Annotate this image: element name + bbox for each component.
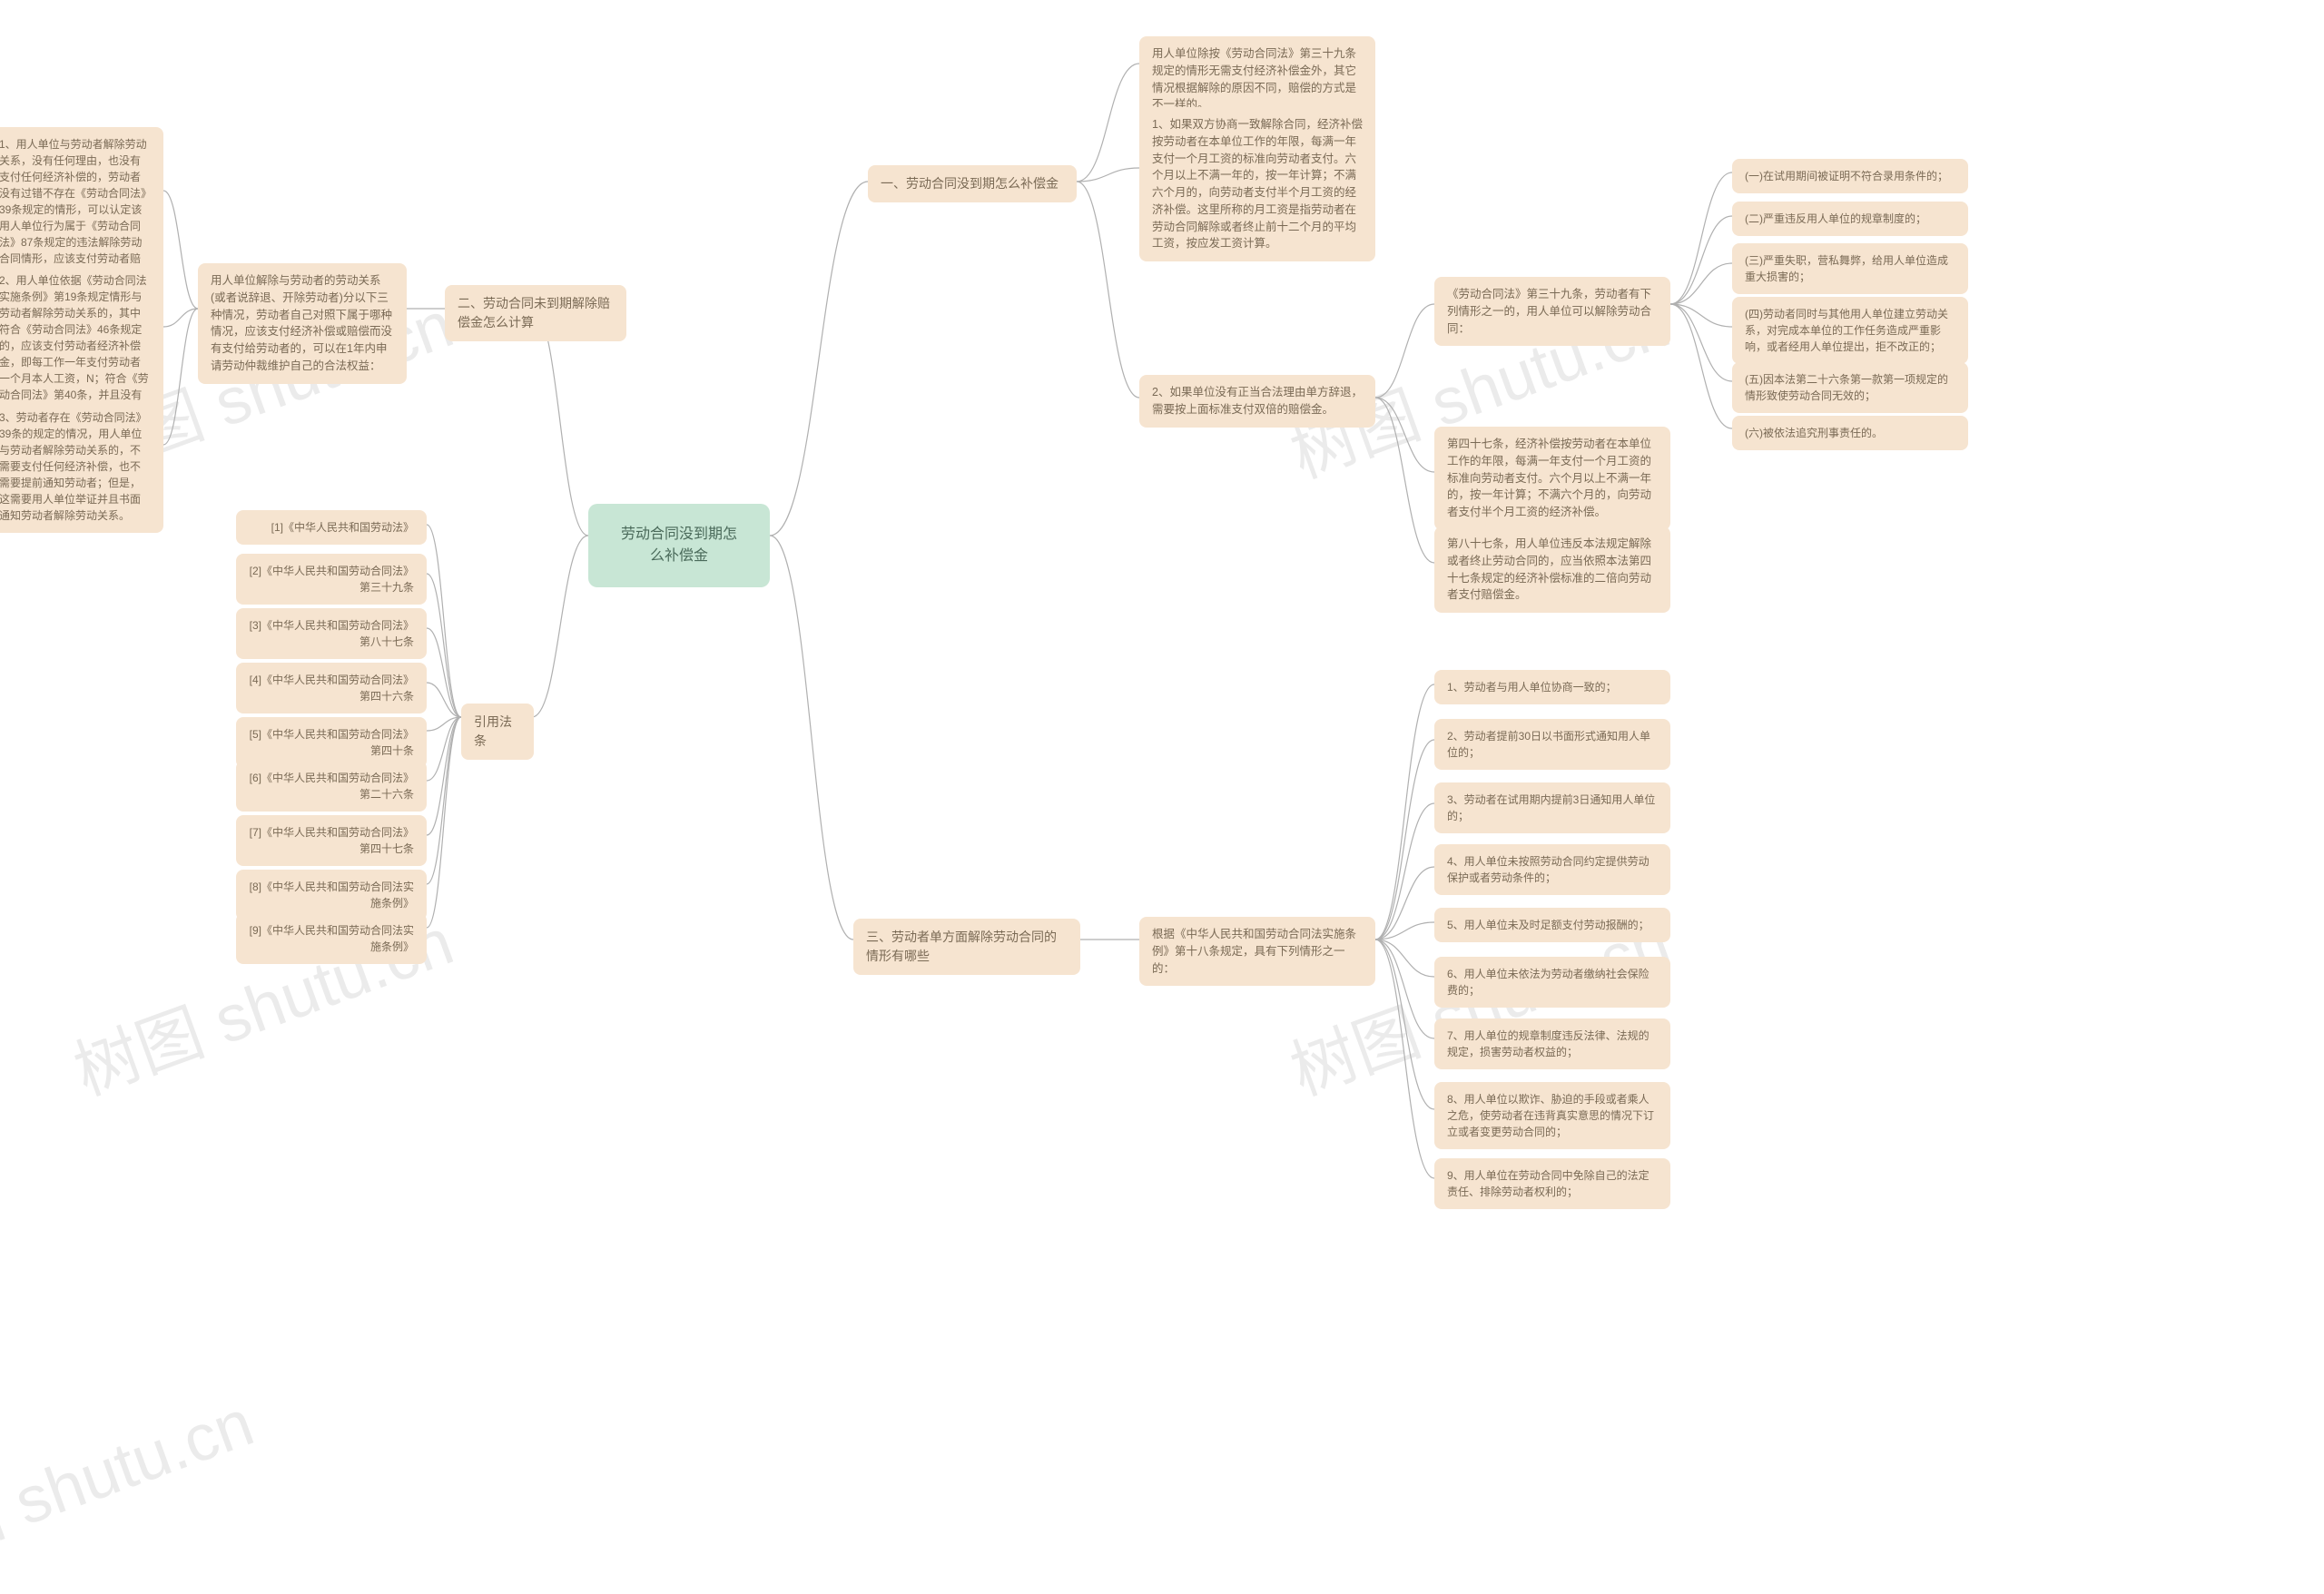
branch-4: 引用法条 bbox=[461, 704, 534, 760]
b2-f3: 3、劳动者存在《劳动合同法》39条的规定的情况，用人单位与劳动者解除劳动关系的，… bbox=[0, 400, 163, 533]
b4-h3: [3]《中华人民共和国劳动合同法》第八十七条 bbox=[236, 608, 427, 659]
b1-c3-d3: 第八十七条，用人单位违反本法规定解除或者终止劳动合同的，应当依照本法第四十七条规… bbox=[1434, 526, 1670, 613]
b1-c3-d2: 第四十七条，经济补偿按劳动者在本单位工作的年限，每满一年支付一个月工资的标准向劳… bbox=[1434, 427, 1670, 530]
branch-3: 三、劳动者单方面解除劳动合同的情形有哪些 bbox=[853, 919, 1080, 975]
b3-g6: 6、用人单位未依法为劳动者缴纳社会保险费的； bbox=[1434, 957, 1670, 1008]
b4-h1: [1]《中华人民共和国劳动法》 bbox=[236, 510, 427, 545]
b1-child-3: 2、如果单位没有正当合法理由单方辞退，需要按上面标准支付双倍的赔偿金。 bbox=[1139, 375, 1375, 428]
b4-h9: [9]《中华人民共和国劳动合同法实施条例》 bbox=[236, 913, 427, 964]
b1-child-2: 1、如果双方协商一致解除合同，经济补偿按劳动者在本单位工作的年限，每满一年支付一… bbox=[1139, 107, 1375, 261]
b3-g3: 3、劳动者在试用期内提前3日通知用人单位的； bbox=[1434, 782, 1670, 833]
b3-g5: 5、用人单位未及时足额支付劳动报酬的； bbox=[1434, 908, 1670, 942]
b4-h6: [6]《中华人民共和国劳动合同法》第二十六条 bbox=[236, 761, 427, 812]
b3-g7: 7、用人单位的规章制度违反法律、法规的规定，损害劳动者权益的； bbox=[1434, 1018, 1670, 1069]
branch-1: 一、劳动合同没到期怎么补偿金 bbox=[868, 165, 1077, 202]
b2-mid: 用人单位解除与劳动者的劳动关系(或者说辞退、开除劳动者)分以下三种情况，劳动者自… bbox=[198, 263, 407, 384]
b1-d1-e1: (一)在试用期间被证明不符合录用条件的； bbox=[1732, 159, 1968, 193]
b3-g1: 1、劳动者与用人单位协商一致的； bbox=[1434, 670, 1670, 704]
b4-h2: [2]《中华人民共和国劳动合同法》第三十九条 bbox=[236, 554, 427, 605]
b3-g8: 8、用人单位以欺诈、胁迫的手段或者乘人之危，使劳动者在违背真实意思的情况下订立或… bbox=[1434, 1082, 1670, 1149]
root-node: 劳动合同没到期怎么补偿金 bbox=[588, 504, 770, 587]
b1-d1-e4: (四)劳动者同时与其他用人单位建立劳动关系，对完成本单位的工作任务造成严重影响，… bbox=[1732, 297, 1968, 364]
b3-g4: 4、用人单位未按照劳动合同约定提供劳动保护或者劳动条件的； bbox=[1434, 844, 1670, 895]
b1-d1-e2: (二)严重违反用人单位的规章制度的； bbox=[1732, 202, 1968, 236]
b3-g2: 2、劳动者提前30日以书面形式通知用人单位的； bbox=[1434, 719, 1670, 770]
watermark: 树图 shutu.cn bbox=[0, 1370, 264, 1594]
b4-h7: [7]《中华人民共和国劳动合同法》第四十七条 bbox=[236, 815, 427, 866]
b1-d1-e3: (三)严重失职，营私舞弊，给用人单位造成重大损害的； bbox=[1732, 243, 1968, 294]
branch-2: 二、劳动合同未到期解除赔偿金怎么计算 bbox=[445, 285, 626, 341]
b3-g9: 9、用人单位在劳动合同中免除自己的法定责任、排除劳动者权利的； bbox=[1434, 1158, 1670, 1209]
b4-h4: [4]《中华人民共和国劳动合同法》第四十六条 bbox=[236, 663, 427, 713]
b1-d1-e6: (六)被依法追究刑事责任的。 bbox=[1732, 416, 1968, 450]
b1-c3-d1: 《劳动合同法》第三十九条，劳动者有下列情形之一的，用人单位可以解除劳动合同： bbox=[1434, 277, 1670, 346]
b1-d1-e5: (五)因本法第二十六条第一款第一项规定的情形致使劳动合同无效的； bbox=[1732, 362, 1968, 413]
b3-mid: 根据《中华人民共和国劳动合同法实施条例》第十八条规定，具有下列情形之一的： bbox=[1139, 917, 1375, 986]
